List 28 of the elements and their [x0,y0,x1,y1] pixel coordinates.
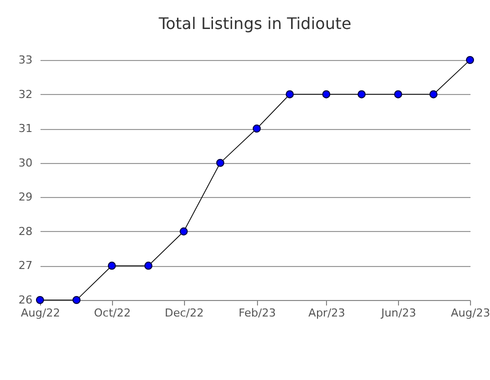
point [466,56,474,64]
y-tick-label: 28 [18,224,32,238]
x-tick-label: Oct/22 [94,306,131,320]
x-tick-label: Jun/23 [380,306,416,320]
x-tick-label: Apr/23 [308,306,346,320]
point [108,262,116,270]
point [144,262,152,270]
point [322,90,330,98]
y-tick-label: 30 [18,156,32,170]
point [429,90,438,98]
x-tick-label: Feb/23 [238,306,276,320]
x-tick-label: Aug/22 [20,306,60,320]
y-tick-label: 29 [18,190,32,204]
y-tick-label: 26 [18,294,32,306]
point [180,227,188,236]
y-tick-label: 32 [18,88,32,101]
x-tick-label: Dec/22 [164,306,204,320]
y-tick-label: 31 [18,122,32,136]
point [216,158,224,167]
point [72,296,81,304]
point [394,90,402,98]
point [358,90,366,98]
chart-title: Total Listings in Tidioute [158,14,352,33]
y-tick-label: 27 [18,259,32,272]
point [286,90,294,98]
x-tick-label: Aug/23 [450,306,490,320]
y-tick-label: 33 [18,54,32,66]
point [252,124,261,133]
